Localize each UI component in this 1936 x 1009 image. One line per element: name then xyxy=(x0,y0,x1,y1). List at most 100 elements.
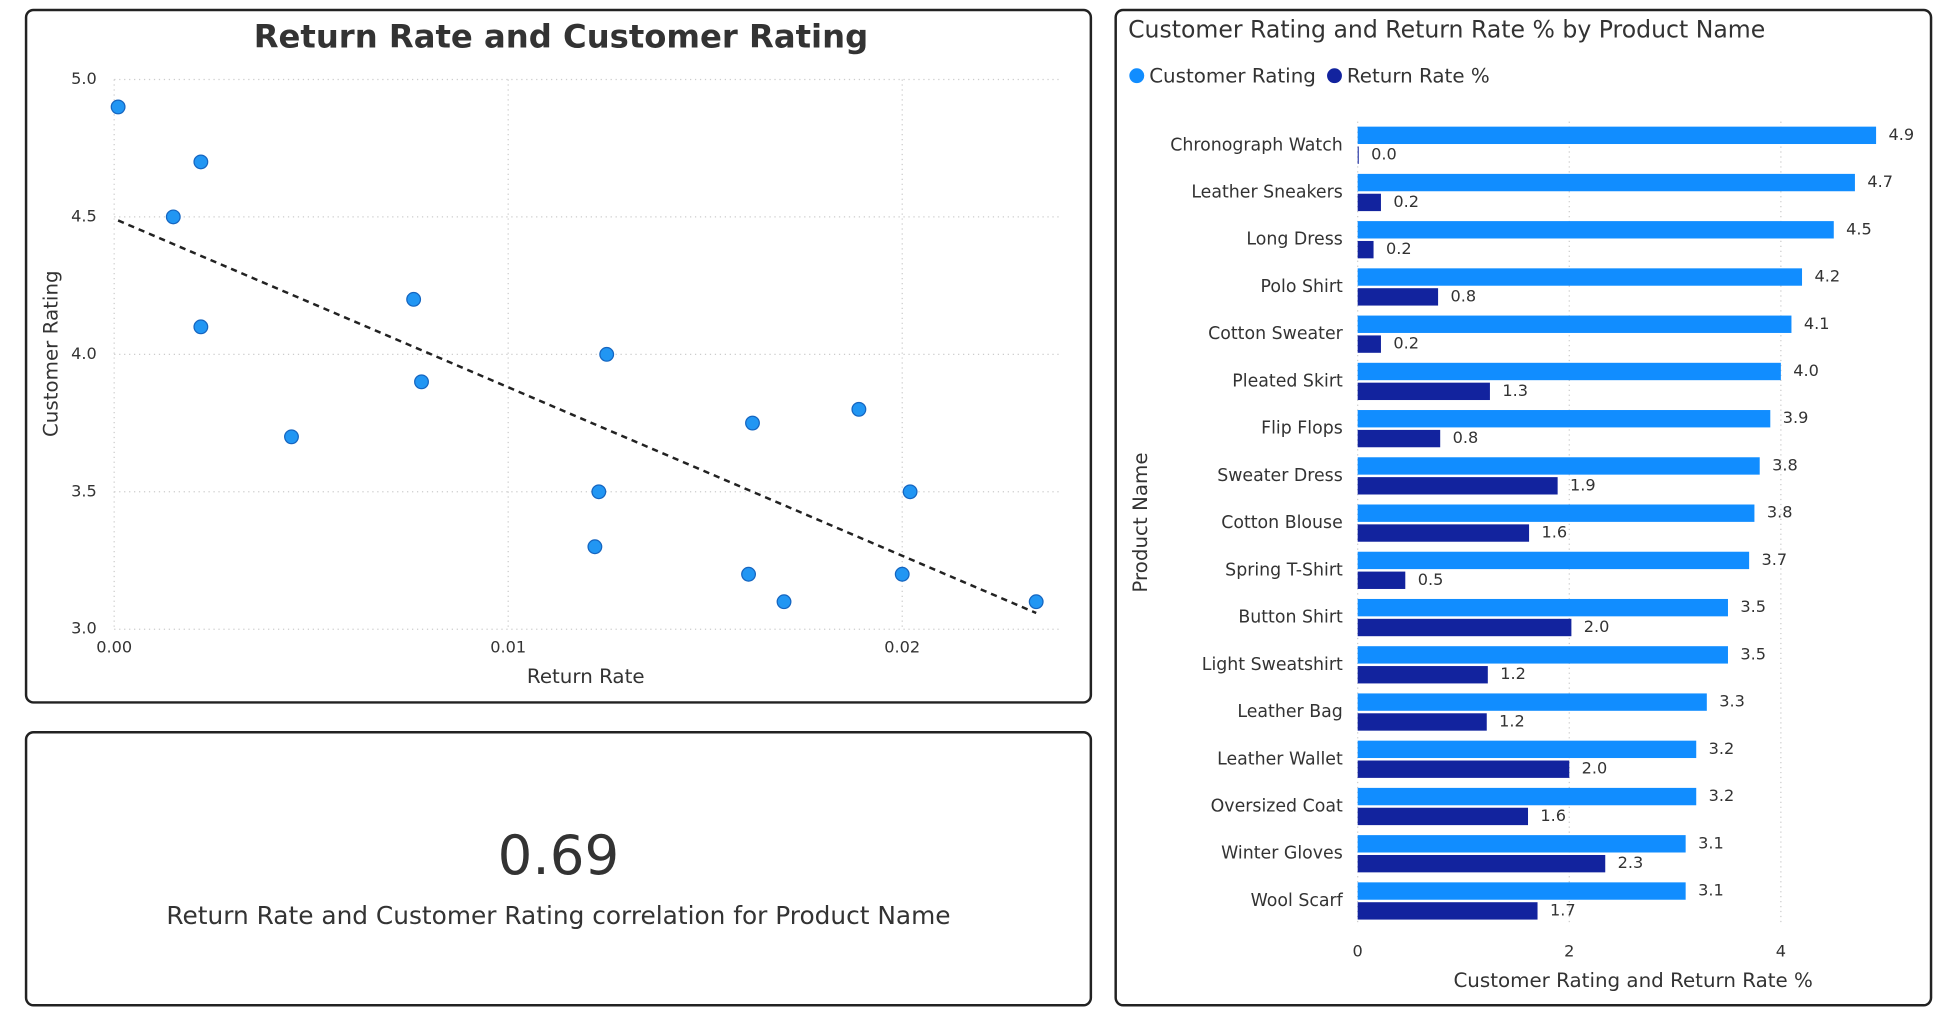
data-label: 4.9 xyxy=(1888,125,1914,144)
trend-line xyxy=(117,219,1037,615)
scatter-point xyxy=(741,566,757,582)
scatter-point xyxy=(1028,594,1044,610)
y-tick-label: Long Dress xyxy=(1246,230,1342,250)
legend-marker xyxy=(1327,68,1342,84)
data-label: 2.3 xyxy=(1618,853,1644,872)
bar xyxy=(1357,666,1488,684)
data-label: 3.1 xyxy=(1698,833,1724,852)
x-tick-label: 2 xyxy=(1564,941,1574,960)
data-label: 4.1 xyxy=(1804,314,1830,333)
data-label: 4.7 xyxy=(1867,172,1893,191)
y-tick-label: Cotton Sweater xyxy=(1208,324,1344,344)
data-label: 1.7 xyxy=(1550,900,1576,919)
data-label: 1.6 xyxy=(1540,806,1566,825)
bar xyxy=(1357,882,1686,900)
x-tick-label: 0.01 xyxy=(490,637,526,656)
data-label: 1.2 xyxy=(1499,711,1525,730)
scatter-point xyxy=(110,99,126,115)
data-label: 3.8 xyxy=(1767,503,1793,522)
bar xyxy=(1357,713,1487,731)
bar xyxy=(1357,598,1728,617)
bar xyxy=(1357,126,1877,145)
bar xyxy=(1357,429,1441,448)
bar xyxy=(1357,835,1686,853)
data-label: 0.8 xyxy=(1453,428,1479,447)
y-tick-label: 4.5 xyxy=(71,206,97,225)
bar xyxy=(1357,551,1750,570)
bar xyxy=(1357,807,1529,826)
scatter-point xyxy=(776,594,792,610)
y-tick-label: Pleated Skirt xyxy=(1232,371,1343,391)
scatter-point xyxy=(599,346,615,362)
x-tick-label: 0.00 xyxy=(96,637,132,656)
data-label: 1.2 xyxy=(1500,664,1526,683)
data-label: 1.9 xyxy=(1570,475,1596,494)
scatter-point xyxy=(894,566,910,582)
y-tick-label: Chronograph Watch xyxy=(1170,135,1343,155)
bar xyxy=(1357,760,1570,778)
y-tick-label: 5.0 xyxy=(71,69,97,88)
scatter-point xyxy=(406,291,422,307)
scatter-point xyxy=(165,209,181,225)
data-label: 2.0 xyxy=(1584,617,1610,636)
data-label: 3.2 xyxy=(1709,786,1735,805)
bar xyxy=(1357,902,1538,920)
data-label: 3.5 xyxy=(1740,644,1766,663)
y-tick-label: 3.0 xyxy=(71,619,97,638)
kpi-value: 0.69 xyxy=(498,823,620,887)
y-tick-label: Wool Scarf xyxy=(1251,891,1344,911)
data-label: 4.2 xyxy=(1814,267,1840,286)
bar xyxy=(1357,410,1771,428)
bar xyxy=(1357,173,1855,192)
bar xyxy=(1357,787,1697,806)
y-tick-label: Flip Flops xyxy=(1261,419,1343,439)
scatter-panel xyxy=(24,8,1093,704)
bar xyxy=(1357,221,1834,239)
x-tick-label: 4 xyxy=(1776,941,1786,960)
y-tick-label: Light Sweatshirt xyxy=(1202,655,1343,675)
y-tick-label: Winter Gloves xyxy=(1221,844,1343,864)
x-tick-label: 0.02 xyxy=(884,637,920,656)
y-tick-label: Oversized Coat xyxy=(1211,797,1343,817)
bar xyxy=(1357,524,1530,542)
y-tick-label: 3.5 xyxy=(71,481,97,500)
scatter-point xyxy=(193,319,209,335)
data-label: 3.1 xyxy=(1698,881,1724,900)
y-tick-label: Sweater Dress xyxy=(1217,466,1343,486)
data-label: 0.0 xyxy=(1371,145,1397,164)
data-label: 0.8 xyxy=(1450,286,1476,305)
data-label: 3.8 xyxy=(1772,455,1798,474)
y-axis-title: Customer Rating xyxy=(40,270,63,437)
bar xyxy=(1357,504,1755,522)
y-tick-label: 4.0 xyxy=(71,344,97,363)
y-tick-label: Leather Sneakers xyxy=(1191,182,1342,202)
kpi-label: Return Rate and Customer Rating correlat… xyxy=(166,901,950,930)
bar xyxy=(1357,193,1381,212)
scatter-point xyxy=(902,484,918,500)
scatter-point xyxy=(745,415,760,431)
legend-label: Customer Rating xyxy=(1149,64,1316,87)
data-label: 3.9 xyxy=(1783,408,1809,427)
data-label: 1.3 xyxy=(1502,381,1528,400)
scatter-point xyxy=(851,401,867,417)
y-tick-label: Button Shirt xyxy=(1238,608,1343,628)
data-label: 4.5 xyxy=(1846,219,1872,238)
bar xyxy=(1357,362,1781,381)
bar xyxy=(1357,146,1359,164)
bar xyxy=(1357,740,1697,759)
bar xyxy=(1357,477,1558,495)
data-label: 3.2 xyxy=(1709,739,1735,758)
y-axis-title: Product Name xyxy=(1129,452,1152,592)
bar xyxy=(1357,315,1792,333)
bar xyxy=(1357,335,1381,353)
legend-marker xyxy=(1129,68,1145,84)
scatter-point xyxy=(591,484,607,500)
scatter-point xyxy=(284,429,299,445)
bar xyxy=(1357,693,1707,711)
data-label: 2.0 xyxy=(1582,759,1608,778)
data-label: 1.6 xyxy=(1541,523,1567,542)
data-label: 3.5 xyxy=(1740,597,1766,616)
x-axis-title: Return Rate xyxy=(527,665,645,688)
y-tick-label: Leather Wallet xyxy=(1217,749,1343,769)
